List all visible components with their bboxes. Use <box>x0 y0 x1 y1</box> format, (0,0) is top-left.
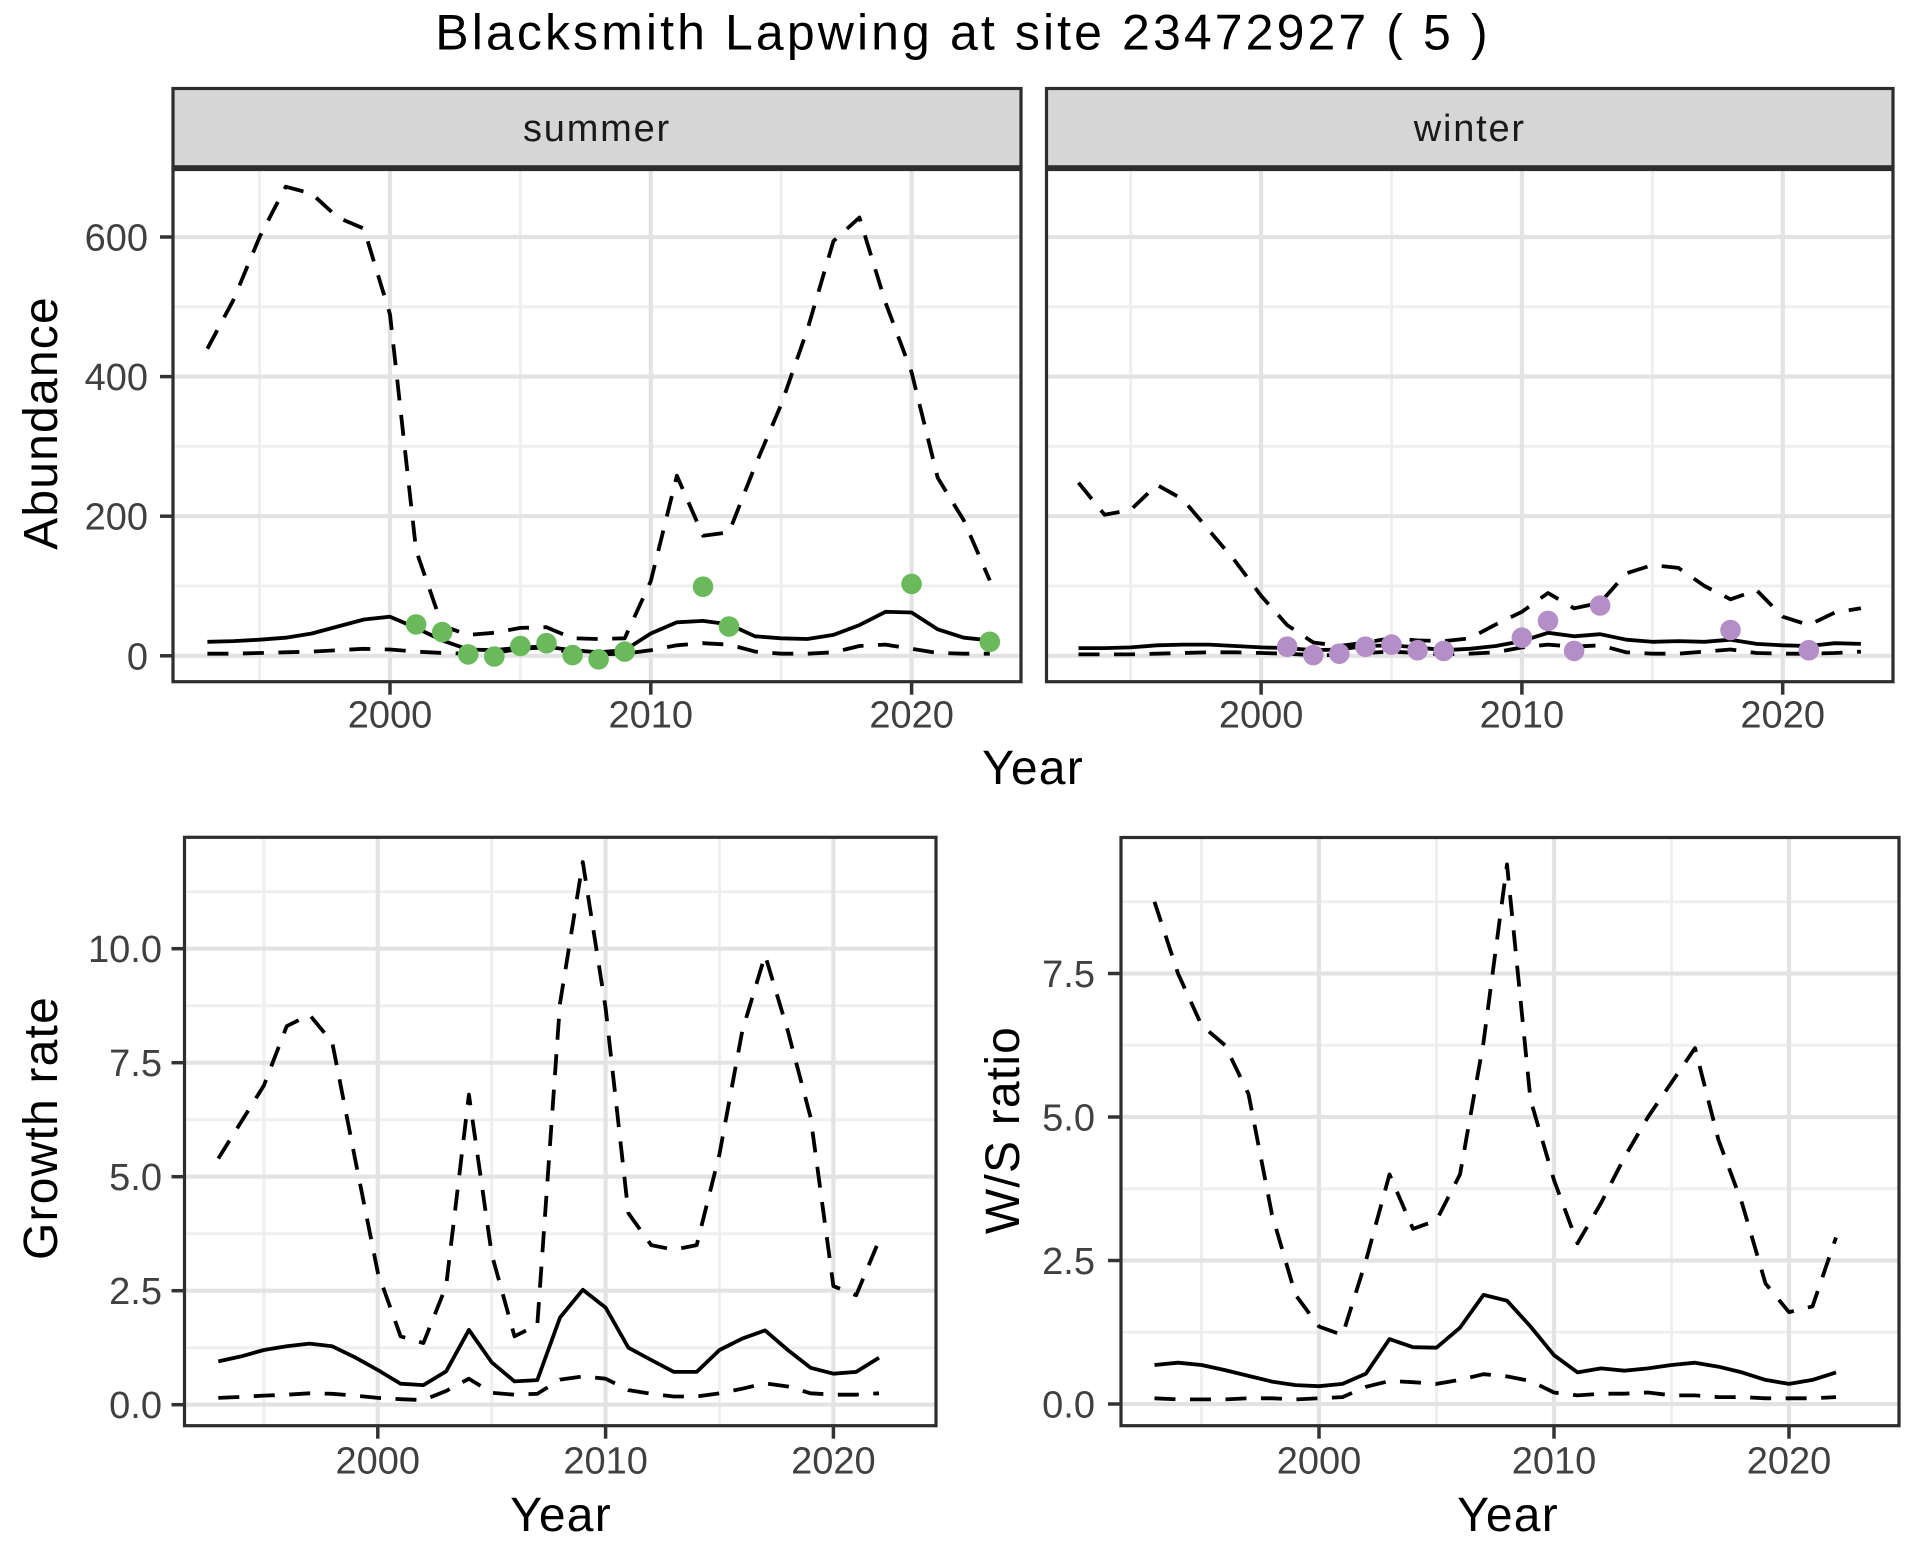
svg-text:W/S ratio: W/S ratio <box>977 1026 1030 1234</box>
svg-text:Year: Year <box>982 742 1084 795</box>
svg-text:2000: 2000 <box>1219 695 1304 737</box>
svg-text:2010: 2010 <box>609 695 694 737</box>
svg-text:2010: 2010 <box>1480 695 1565 737</box>
svg-text:2000: 2000 <box>1277 1440 1362 1482</box>
svg-text:2010: 2010 <box>1512 1440 1597 1482</box>
svg-text:2010: 2010 <box>563 1440 648 1482</box>
svg-text:2020: 2020 <box>791 1440 876 1482</box>
svg-text:winter: winter <box>1413 108 1526 150</box>
svg-text:7.5: 7.5 <box>109 1043 162 1085</box>
svg-text:0.0: 0.0 <box>109 1385 162 1427</box>
svg-text:400: 400 <box>85 357 148 399</box>
svg-text:600: 600 <box>85 218 148 260</box>
svg-text:Blacksmith Lapwing at site 234: Blacksmith Lapwing at site 23472927 ( 5 … <box>435 5 1490 61</box>
svg-text:2000: 2000 <box>348 695 433 737</box>
svg-text:2.5: 2.5 <box>109 1271 162 1313</box>
svg-text:2020: 2020 <box>1740 695 1825 737</box>
svg-text:0: 0 <box>127 636 148 678</box>
svg-text:200: 200 <box>85 497 148 539</box>
svg-text:Abundance: Abundance <box>15 296 68 550</box>
svg-text:Year: Year <box>510 1489 612 1542</box>
svg-text:summer: summer <box>523 108 671 150</box>
svg-text:2000: 2000 <box>336 1440 421 1482</box>
svg-text:Year: Year <box>1457 1489 1559 1542</box>
svg-text:2020: 2020 <box>1747 1440 1832 1482</box>
svg-text:5.0: 5.0 <box>1042 1098 1095 1140</box>
svg-text:2020: 2020 <box>869 695 954 737</box>
svg-text:Growth rate: Growth rate <box>15 996 68 1260</box>
svg-text:0.0: 0.0 <box>1042 1385 1095 1427</box>
svg-text:5.0: 5.0 <box>109 1157 162 1199</box>
svg-text:10.0: 10.0 <box>88 929 162 971</box>
svg-text:2.5: 2.5 <box>1042 1241 1095 1283</box>
svg-text:7.5: 7.5 <box>1042 954 1095 996</box>
